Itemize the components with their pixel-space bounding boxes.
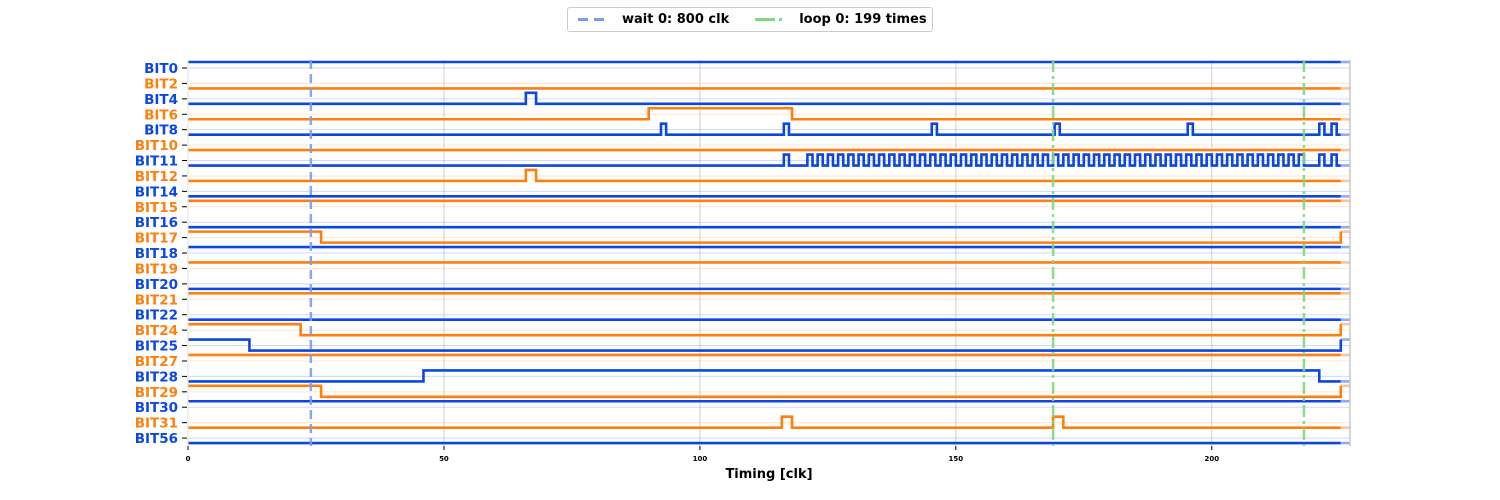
x-tick-label: 200 <box>1204 455 1219 463</box>
y-tick-label-bit31: BIT31 <box>135 416 178 432</box>
signal-bit25 <box>188 338 1343 352</box>
signals <box>188 60 1350 445</box>
legend: wait 0: 800 clk loop 0: 199 times <box>567 7 933 32</box>
y-tick-label-bit24: BIT24 <box>135 323 178 339</box>
signal-bit11 <box>188 153 1341 167</box>
signal-bit12 <box>188 168 1341 183</box>
markers <box>309 60 1306 446</box>
y-tick-label-bit29: BIT29 <box>135 385 178 401</box>
y-tick-label-bit28: BIT28 <box>135 369 178 385</box>
y-tick-label-bit21: BIT21 <box>135 292 178 308</box>
y-axis: BIT0BIT2BIT4BIT6BIT8BIT10BIT11BIT12BIT14… <box>135 60 1351 447</box>
y-tick-label-bit10: BIT10 <box>135 138 178 154</box>
y-tick-label-bit0: BIT0 <box>144 61 178 77</box>
y-tick-label-bit6: BIT6 <box>144 107 178 123</box>
x-tick-label: 50 <box>439 455 449 463</box>
signal-bit8 <box>188 122 1341 136</box>
x-tick-label: 100 <box>693 455 708 463</box>
y-tick-label-bit15: BIT15 <box>135 200 178 216</box>
x-axis: 0 50 100 150 200 <box>186 446 1219 463</box>
signal-bit17 <box>188 230 1343 244</box>
y-tick-label-bit4: BIT4 <box>144 92 178 108</box>
y-tick-label-bit12: BIT12 <box>135 169 178 185</box>
signal-bit31 <box>188 415 1341 429</box>
legend-label: wait 0: 800 clk <box>622 12 730 27</box>
x-axis-label: Timing [clk] <box>725 467 813 482</box>
legend-item-loop: loop 0: 199 times <box>755 12 927 27</box>
x-tick-label: 150 <box>949 455 964 463</box>
y-tick-label-bit27: BIT27 <box>135 354 178 370</box>
y-tick-label-bit18: BIT18 <box>135 246 178 262</box>
signal-bit6 <box>188 106 1341 121</box>
dashed-line-swatch-icon <box>578 18 606 21</box>
y-tick-label-bit22: BIT22 <box>135 308 178 324</box>
legend-label: loop 0: 199 times <box>799 12 927 27</box>
y-tick-label-bit30: BIT30 <box>135 400 178 416</box>
grid <box>443 60 1213 446</box>
dashdot-line-swatch-icon <box>755 18 784 21</box>
y-tick-label-bit17: BIT17 <box>135 231 178 247</box>
y-tick-label-bit11: BIT11 <box>135 154 178 170</box>
signal-bit29 <box>188 384 1343 399</box>
y-tick-label-bit16: BIT16 <box>135 215 178 231</box>
y-tick-label-bit2: BIT2 <box>144 76 178 92</box>
signal-bit24 <box>188 322 1343 337</box>
y-tick-label-bit8: BIT8 <box>144 123 178 139</box>
x-tick-label: 0 <box>186 455 191 463</box>
signal-bit28 <box>188 369 1341 383</box>
y-tick-label-bit14: BIT14 <box>135 184 178 200</box>
y-tick-label-bit25: BIT25 <box>135 339 178 355</box>
legend-item-wait: wait 0: 800 clk <box>578 12 729 27</box>
y-tick-label-bit19: BIT19 <box>135 261 178 277</box>
row-guides <box>188 67 1350 439</box>
y-tick-label-bit20: BIT20 <box>135 277 178 293</box>
signal-bit4 <box>188 91 1341 106</box>
y-tick-label-bit56: BIT56 <box>135 431 178 447</box>
